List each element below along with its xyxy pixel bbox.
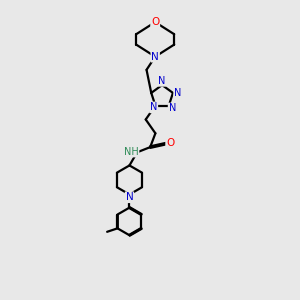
Text: O: O bbox=[151, 17, 159, 27]
Text: NH: NH bbox=[124, 147, 139, 157]
Text: N: N bbox=[126, 192, 133, 202]
Text: N: N bbox=[158, 76, 166, 86]
Text: N: N bbox=[150, 102, 158, 112]
Text: N: N bbox=[174, 88, 182, 98]
Text: N: N bbox=[151, 52, 159, 62]
Text: O: O bbox=[166, 138, 174, 148]
Text: N: N bbox=[169, 103, 176, 113]
